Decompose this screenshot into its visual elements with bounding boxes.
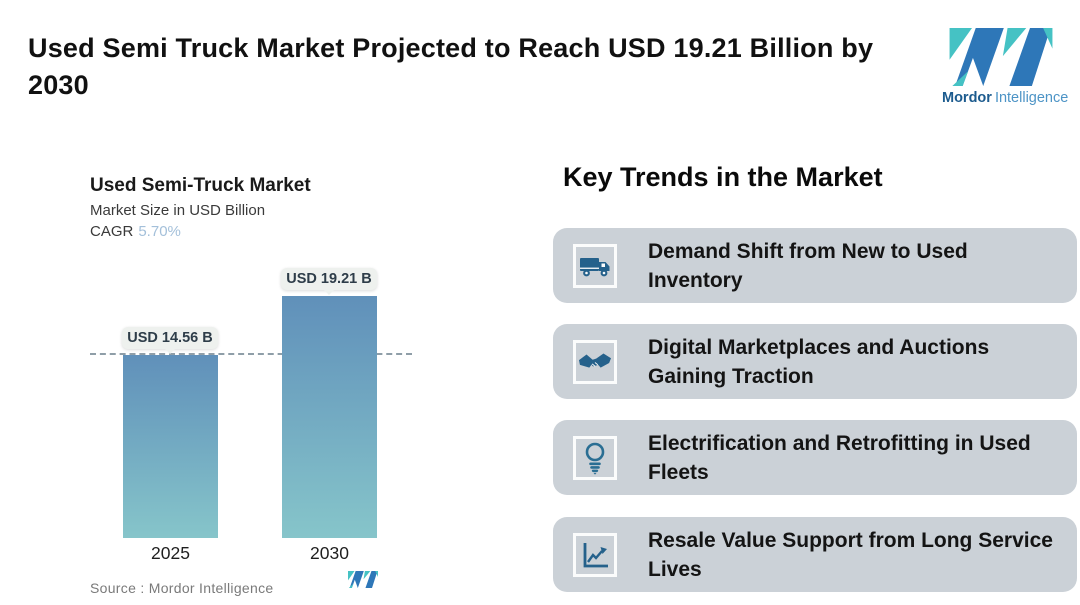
brand-wordmark: Mordor Intelligence [942, 90, 1068, 106]
trend-card-text: Resale Value Support from Long Service L… [648, 528, 1053, 581]
trend-card-electrification: Electrification and Retrofitting in Used… [553, 420, 1077, 495]
trend-card-text: Digital Marketplaces and Auctions Gainin… [648, 335, 990, 388]
bar-2030 [282, 296, 377, 538]
trend-card-text: Electrification and Retrofitting in Used… [648, 431, 1031, 484]
cagr-value: 5.70% [138, 223, 181, 240]
trend-card-demand-shift: Demand Shift from New to Used Inventory [553, 228, 1077, 303]
page-title: Used Semi Truck Market Projected to Reac… [28, 33, 874, 100]
x-axis-label-2025: 2025 [151, 543, 190, 563]
source-logo-icon [348, 571, 378, 588]
bar-chart-plot: USD 14.56 B USD 19.21 B [90, 250, 412, 538]
trends-heading: Key Trends in the Market [563, 162, 883, 192]
cagr-label: CAGR [90, 223, 134, 240]
brand-logo: Mordor Intelligence [942, 28, 1068, 106]
source-attribution: Source : Mordor Intelligence [90, 580, 274, 596]
trend-card-text: Demand Shift from New to Used Inventory [648, 239, 968, 292]
brand-name-light: Intelligence [994, 90, 1069, 106]
trend-card-digital-marketplaces: Digital Marketplaces and Auctions Gainin… [553, 324, 1077, 399]
chart-cagr: CAGR 5.70% [90, 223, 181, 240]
x-axis-label-2030: 2030 [310, 543, 349, 563]
chart-subtitle: Market Size in USD Billion [90, 202, 266, 219]
lightbulb-icon [573, 435, 617, 480]
bar-2025 [123, 354, 218, 538]
truck-icon [573, 243, 617, 288]
bar-value-label-2030: USD 19.21 B [281, 268, 377, 295]
mordor-intelligence-logo-icon [949, 28, 1053, 86]
chart-title: Used Semi-Truck Market [90, 175, 311, 196]
bar-value-label-2025: USD 14.56 B [122, 326, 218, 354]
trend-card-resale-value: Resale Value Support from Long Service L… [553, 517, 1077, 592]
reference-dashed-line [90, 352, 412, 355]
chart-icon [573, 532, 617, 577]
handshake-icon [573, 339, 617, 384]
brand-name-bold: Mordor [942, 90, 992, 106]
